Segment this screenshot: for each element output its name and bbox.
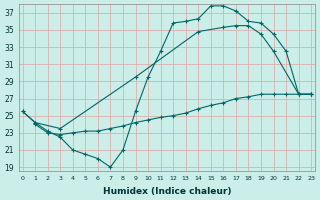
X-axis label: Humidex (Indice chaleur): Humidex (Indice chaleur) <box>103 187 231 196</box>
